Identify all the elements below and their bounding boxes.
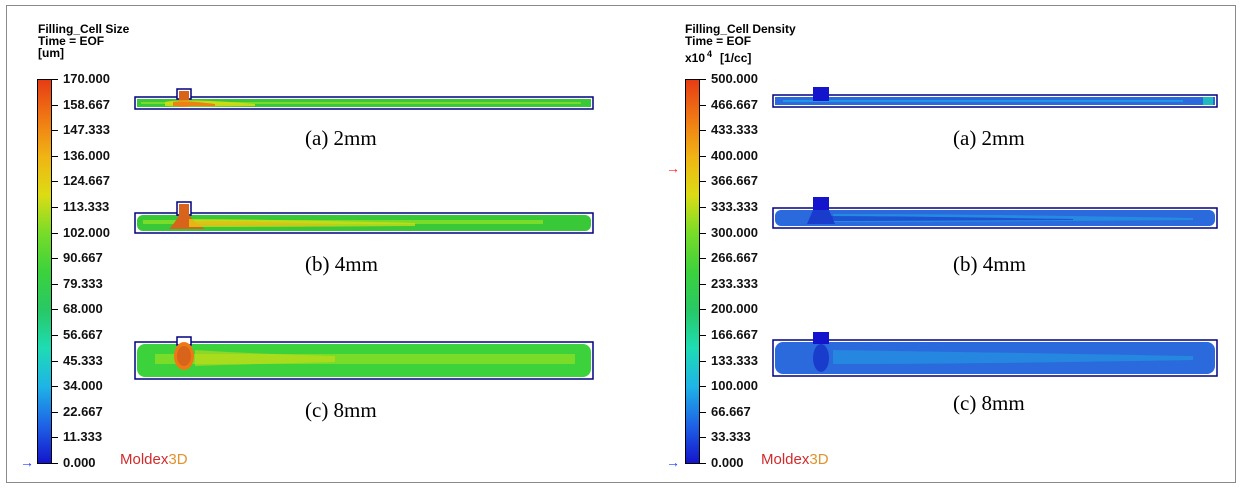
part-size-4mm <box>134 201 594 234</box>
colorbar-tick <box>700 437 706 439</box>
moldex3d-logo: Moldex3D <box>120 451 188 468</box>
colorbar-tick <box>52 207 58 208</box>
colorbar-tick-label: 300.000 <box>711 224 758 240</box>
cell-size-colorbar <box>37 79 52 464</box>
colorbar-tick-label: 136.000 <box>63 147 110 163</box>
cell-density-panel: Filling_Cell Density Time = EOF x10 4 [1/c… <box>626 0 1246 492</box>
moldex3d-logo: Moldex3D <box>761 451 829 468</box>
cell-size-unit: [um] <box>38 46 64 60</box>
colorbar-tick-label: 170.000 <box>63 71 110 86</box>
colorbar-tick-label: 34.000 <box>63 378 103 394</box>
figure-frame <box>6 5 1236 483</box>
caption-size-4mm: (b) 4mm <box>305 252 378 276</box>
colorbar-tick <box>52 463 58 464</box>
colorbar-tick-label: 200.000 <box>711 301 758 317</box>
colorbar-tick-label: 0.000 <box>63 455 96 470</box>
scale-exponent: 4 <box>707 49 713 59</box>
colorbar-tick <box>52 79 58 80</box>
colorbar-tick <box>700 309 706 311</box>
part-density-2mm <box>772 87 1218 108</box>
colorbar-tick <box>700 335 706 336</box>
caption-density-2mm: (a) 2mm <box>953 126 1025 150</box>
colorbar-tick <box>52 386 58 388</box>
colorbar-tick-label: 79.333 <box>63 275 103 291</box>
colorbar-tick-label: 266.667 <box>711 250 758 266</box>
colorbar-tick-label: 124.667 <box>63 173 110 189</box>
colorbar-tick-label: 333.333 <box>711 199 758 214</box>
cell-density-scale: x10 4 [1/cc] <box>685 48 751 64</box>
colorbar-tick-label: 400.000 <box>711 147 758 163</box>
colorbar-tick <box>700 411 706 413</box>
colorbar-tick-label: 133.333 <box>711 352 758 368</box>
colorbar-tick <box>52 130 58 132</box>
logo-suffix: 3D <box>809 451 829 468</box>
colorbar-tick-label: 90.667 <box>63 250 103 266</box>
colorbar-tick-label: 113.333 <box>63 199 110 214</box>
colorbar-tick-label: 68.000 <box>63 301 103 317</box>
colorbar-tick-label: 102.000 <box>63 224 110 240</box>
colorbar-tick-label: 147.333 <box>63 122 110 138</box>
colorbar-tick-label: 33.333 <box>711 429 751 445</box>
colorbar-tick <box>700 463 706 464</box>
part-size-2mm <box>134 88 594 110</box>
colorbar-tick <box>700 360 706 362</box>
colorbar-tick-label: 466.667 <box>711 96 758 112</box>
colorbar-tick-label: 366.667 <box>711 173 758 189</box>
cell-density-title: Filling_Cell Density <box>685 22 796 36</box>
logo-suffix: 3D <box>168 451 188 468</box>
colorbar-tick <box>700 130 706 132</box>
colorbar-tick-label: 100.000 <box>711 378 758 394</box>
caption-size-8mm: (c) 8mm <box>305 398 377 422</box>
part-size-8mm <box>134 336 594 380</box>
colorbar-tick <box>52 232 58 234</box>
colorbar-tick-label: 0.000 <box>711 455 744 470</box>
threshold-arrow-icon: → <box>666 160 680 176</box>
colorbar-tick <box>52 181 58 183</box>
colorbar-tick-label: 56.667 <box>63 327 103 342</box>
colorbar-tick <box>700 386 706 388</box>
caption-density-4mm: (b) 4mm <box>953 252 1026 276</box>
colorbar-tick <box>700 79 706 80</box>
logo-text: Moldex <box>761 451 810 468</box>
colorbar-tick <box>700 181 706 183</box>
colorbar-tick-label: 11.333 <box>63 429 103 445</box>
cell-size-time: Time = EOF <box>38 34 105 48</box>
colorbar-tick <box>52 258 58 260</box>
min-arrow-icon: → <box>666 454 680 470</box>
caption-size-2mm: (a) 2mm <box>305 126 377 150</box>
colorbar-tick <box>52 155 58 157</box>
colorbar-tick-label: 166.667 <box>711 327 758 342</box>
colorbar-tick <box>700 232 706 234</box>
min-arrow-icon: → <box>20 454 34 470</box>
colorbar-tick <box>52 283 58 285</box>
colorbar-tick <box>700 155 706 157</box>
cell-density-unit: [1/cc] <box>720 51 752 65</box>
colorbar-tick <box>52 437 58 439</box>
colorbar-tick <box>52 104 58 106</box>
colorbar-tick <box>700 258 706 260</box>
cell-density-colorbar <box>685 79 700 464</box>
colorbar-tick-label: 22.667 <box>63 403 103 419</box>
colorbar-tick <box>52 335 58 336</box>
colorbar-tick-label: 433.333 <box>711 122 758 138</box>
colorbar-tick <box>52 411 58 413</box>
colorbar-tick-label: 158.667 <box>63 96 110 112</box>
caption-density-8mm: (c) 8mm <box>953 391 1025 415</box>
colorbar-tick <box>700 207 706 208</box>
scale-base: x10 <box>685 51 706 65</box>
colorbar-tick <box>52 309 58 311</box>
colorbar-tick-label: 500.000 <box>711 71 758 86</box>
cell-density-time: Time = EOF <box>685 34 752 48</box>
colorbar-tick-label: 66.667 <box>711 403 751 419</box>
cell-size-title: Filling_Cell Size <box>38 22 130 36</box>
part-density-8mm <box>772 332 1218 377</box>
colorbar-tick <box>700 104 706 106</box>
part-density-4mm <box>772 197 1218 229</box>
cell-size-panel: Filling_Cell Size Time = EOF [um] 170.00… <box>0 0 620 492</box>
colorbar-tick <box>700 283 706 285</box>
logo-text: Moldex <box>120 451 169 468</box>
colorbar-tick <box>52 360 58 362</box>
colorbar-tick-label: 233.333 <box>711 275 758 291</box>
colorbar-tick-label: 45.333 <box>63 352 103 368</box>
